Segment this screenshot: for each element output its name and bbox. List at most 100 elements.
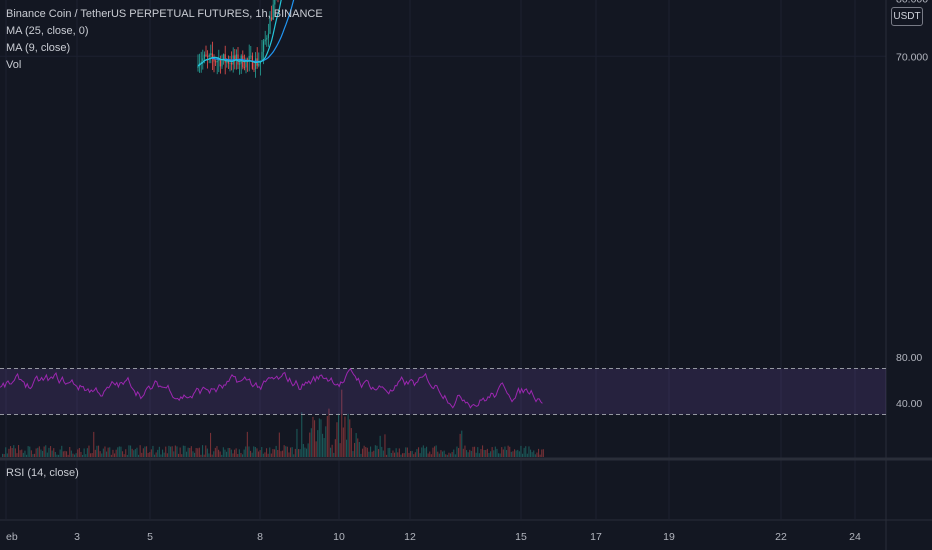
volume-bar bbox=[442, 451, 444, 457]
volume-bar bbox=[11, 448, 13, 457]
volume-bar bbox=[286, 446, 288, 457]
volume-bar bbox=[98, 445, 100, 457]
volume-bar bbox=[178, 453, 180, 457]
volume-bar bbox=[206, 448, 208, 457]
volume-bar bbox=[37, 447, 39, 457]
volume-bar bbox=[166, 453, 168, 457]
volume-bar bbox=[480, 449, 482, 457]
candle-body bbox=[213, 58, 215, 62]
volume-bar bbox=[341, 389, 343, 457]
volume-bar bbox=[96, 445, 98, 457]
volume-bar bbox=[474, 446, 476, 457]
volume-bar bbox=[338, 413, 340, 457]
volume-bar bbox=[150, 449, 152, 457]
candle-body bbox=[250, 55, 252, 57]
volume-bar bbox=[334, 439, 336, 457]
volume-bar bbox=[269, 447, 271, 457]
candle-body bbox=[239, 63, 241, 65]
volume-bar bbox=[48, 447, 50, 457]
volume-bar bbox=[354, 442, 356, 457]
volume-bar bbox=[133, 450, 135, 457]
volume-bar bbox=[69, 446, 71, 457]
time-tick-label: 5 bbox=[147, 531, 153, 543]
volume-bar bbox=[232, 453, 234, 457]
volume-bar bbox=[266, 448, 268, 457]
volume-bar bbox=[509, 446, 511, 457]
volume-bar bbox=[493, 450, 495, 457]
volume-bar bbox=[411, 450, 413, 457]
volume-bar bbox=[357, 438, 359, 457]
volume-bar bbox=[187, 447, 189, 457]
volume-bar bbox=[496, 448, 498, 457]
volume-bar bbox=[54, 452, 56, 457]
volume-bar bbox=[42, 450, 44, 457]
rsi-pane: 80.00 40.00 bbox=[0, 352, 922, 415]
volume-bar bbox=[160, 454, 162, 457]
volume-bar bbox=[192, 451, 194, 457]
volume-bar bbox=[365, 447, 367, 457]
volume-bar bbox=[336, 422, 338, 457]
currency-button[interactable]: USDT bbox=[891, 7, 923, 26]
volume-bar bbox=[437, 451, 439, 457]
volume-bar bbox=[138, 454, 140, 457]
volume-bar bbox=[445, 454, 447, 457]
volume-bar bbox=[134, 449, 136, 457]
volume-bar bbox=[157, 449, 159, 457]
volume-bar bbox=[131, 448, 133, 457]
volume-bar bbox=[214, 447, 216, 457]
volume-bar bbox=[6, 453, 8, 457]
volume-bars bbox=[2, 389, 544, 457]
volume-bar bbox=[418, 447, 420, 457]
volume-bar bbox=[75, 453, 77, 457]
volume-bar bbox=[451, 452, 453, 457]
volume-bar bbox=[402, 453, 404, 457]
ma9-label: MA (9, close) bbox=[6, 42, 71, 54]
volume-bar bbox=[318, 418, 320, 457]
ma25-label: MA (25, close, 0) bbox=[6, 25, 89, 37]
candle-body bbox=[216, 60, 218, 63]
volume-bar bbox=[507, 445, 509, 457]
volume-bar bbox=[541, 449, 543, 457]
volume-bar bbox=[502, 449, 504, 457]
volume-bar bbox=[512, 451, 514, 457]
volume-bar bbox=[443, 450, 445, 457]
volume-bar bbox=[406, 447, 408, 457]
volume-bar bbox=[506, 450, 508, 457]
candle-body bbox=[197, 66, 199, 68]
volume-bar bbox=[363, 445, 365, 457]
volume-bar bbox=[283, 445, 285, 457]
volume-bar bbox=[461, 430, 463, 457]
volume-bar bbox=[490, 451, 492, 457]
volume-bar bbox=[246, 431, 248, 457]
candle-body bbox=[203, 54, 205, 59]
volume-bar bbox=[397, 452, 399, 457]
volume-bar bbox=[274, 449, 276, 457]
volume-bar bbox=[29, 446, 31, 457]
volume-bar bbox=[454, 454, 456, 457]
volume-bar bbox=[26, 454, 28, 457]
volume-bar bbox=[218, 449, 220, 457]
volume-bar bbox=[245, 446, 247, 457]
volume-bar bbox=[515, 450, 517, 457]
volume-bar bbox=[5, 447, 7, 457]
volume-bar bbox=[107, 447, 109, 457]
volume-bar bbox=[101, 453, 103, 457]
volume-bar bbox=[251, 452, 253, 457]
volume-bar bbox=[195, 447, 197, 457]
volume-bar bbox=[522, 453, 524, 457]
volume-bar bbox=[165, 446, 167, 457]
rsi-band bbox=[0, 368, 886, 415]
candle-body bbox=[245, 59, 247, 68]
volume-bar bbox=[304, 447, 306, 457]
volume-bar bbox=[538, 448, 540, 457]
volume-bar bbox=[56, 454, 58, 457]
volume-bar bbox=[114, 453, 116, 457]
volume-bar bbox=[94, 449, 96, 457]
volume-bar bbox=[458, 448, 460, 457]
time-tick-label: 22 bbox=[775, 531, 787, 543]
candle-body bbox=[227, 60, 229, 64]
grid bbox=[0, 0, 886, 519]
volume-bar bbox=[398, 448, 400, 457]
price-axis: 70.00080.00090.000100.000110.000120.0001… bbox=[896, 0, 928, 63]
